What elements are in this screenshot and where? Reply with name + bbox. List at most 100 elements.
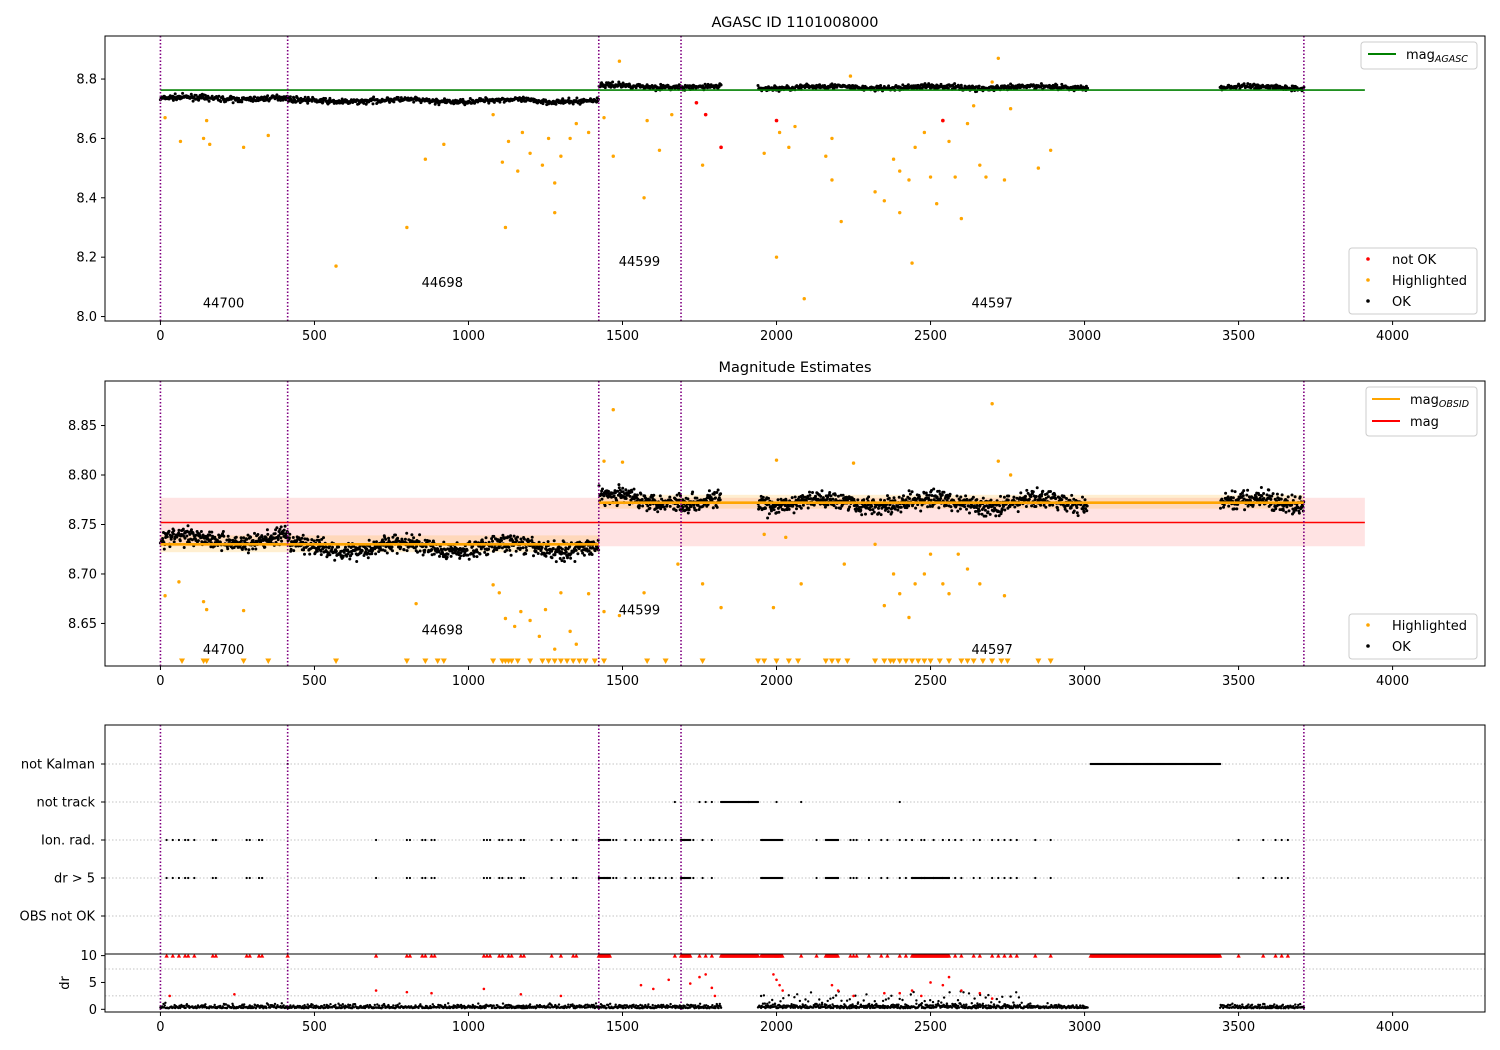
flag-point <box>1049 876 1052 880</box>
flag-point <box>257 838 261 842</box>
flag-point <box>781 838 784 842</box>
ok-point <box>287 536 291 540</box>
ok-point <box>245 537 249 541</box>
dr-point <box>329 1003 332 1006</box>
ok-point <box>498 100 502 104</box>
clipped-marker <box>551 658 558 665</box>
ok-point <box>417 540 421 544</box>
flag-point <box>852 838 855 842</box>
ok-point <box>998 504 1002 508</box>
clipped-marker <box>872 658 879 665</box>
flag-point <box>633 876 636 880</box>
highlighted-point <box>491 583 495 587</box>
flag-point <box>522 876 526 880</box>
flag-point <box>193 838 196 842</box>
ok-point <box>514 549 518 553</box>
ok-point <box>1065 509 1069 513</box>
flag-point <box>1237 876 1240 880</box>
ok-point <box>209 545 213 549</box>
ok-point <box>183 536 187 540</box>
ok-point <box>1262 492 1266 495</box>
ok-point <box>937 489 941 493</box>
ok-point <box>387 536 391 540</box>
ok-point <box>989 498 993 502</box>
flag-point <box>430 838 433 842</box>
ok-point <box>787 507 791 511</box>
flag-point <box>991 838 994 842</box>
highlighted-point <box>405 225 409 230</box>
flag-point <box>501 838 504 842</box>
highlighted-point <box>537 634 542 639</box>
ok-point <box>668 504 672 508</box>
highlighted-point <box>201 136 206 141</box>
ok-point <box>1231 496 1235 500</box>
ok-point <box>1024 505 1028 508</box>
flag-point <box>880 838 883 842</box>
dr-point <box>265 1006 268 1010</box>
legend-label: Highlighted <box>1392 619 1467 634</box>
highlighted-point <box>241 145 246 150</box>
flag-point <box>485 876 489 880</box>
ok-point <box>291 536 295 539</box>
flag-point <box>756 800 760 804</box>
flag-point <box>498 838 501 842</box>
ok-point <box>790 496 794 500</box>
ok-point <box>253 95 257 99</box>
highlighted-point <box>873 190 877 194</box>
highlighted-point <box>784 535 788 540</box>
flag-point <box>615 838 618 842</box>
ok-point <box>217 94 221 98</box>
highlighted-point <box>568 136 572 141</box>
flag-point <box>692 838 695 842</box>
ok-point <box>275 93 279 97</box>
legend-marker <box>1366 644 1370 648</box>
x-tick-label: 1000 <box>452 674 485 689</box>
ok-point <box>278 527 282 531</box>
highlighted-point <box>947 592 951 596</box>
ok-point <box>210 530 214 534</box>
flag-point <box>1280 838 1283 842</box>
highlighted-point <box>959 216 964 221</box>
ok-point <box>412 536 416 540</box>
flag-point <box>257 876 261 880</box>
ok-point <box>953 82 957 86</box>
highlighted-point <box>617 59 622 63</box>
ok-point <box>940 493 944 497</box>
ok-point <box>405 531 409 535</box>
flag-point <box>488 838 492 842</box>
clipped-marker <box>1047 658 1054 665</box>
dr-point <box>334 1003 337 1007</box>
highlighted-point <box>996 459 1001 463</box>
flag-point <box>954 838 957 842</box>
y-tick-label: 8.70 <box>68 567 97 582</box>
flag-point <box>519 838 522 842</box>
flag-point <box>559 838 562 842</box>
ok-point <box>1046 495 1050 499</box>
ok-point <box>288 95 292 99</box>
flag-point <box>800 800 803 804</box>
clipped-marker <box>958 658 965 665</box>
ok-point <box>1230 489 1234 493</box>
y-tick-label: 8.85 <box>68 419 97 434</box>
flag-point <box>1274 876 1277 880</box>
flag-point <box>898 800 901 804</box>
ok-point <box>442 540 446 544</box>
dr-point <box>341 1003 344 1006</box>
legend-label: OK <box>1392 295 1411 310</box>
clipped-marker <box>644 658 651 665</box>
x-tick-label: 3000 <box>1068 674 1101 689</box>
clipped-marker <box>927 658 934 665</box>
clipped-marker <box>265 658 272 665</box>
ok-point <box>939 497 943 500</box>
flag-point <box>898 876 901 880</box>
flag-point <box>624 876 627 880</box>
highlighted-point <box>907 615 911 620</box>
ok-point <box>787 504 791 508</box>
flag-point <box>214 876 217 880</box>
ok-point <box>306 538 310 542</box>
ok-point <box>337 545 341 549</box>
flag-point <box>923 838 926 842</box>
dr-point <box>204 1003 207 1006</box>
ok-point <box>562 556 566 560</box>
ok-point <box>360 549 364 553</box>
